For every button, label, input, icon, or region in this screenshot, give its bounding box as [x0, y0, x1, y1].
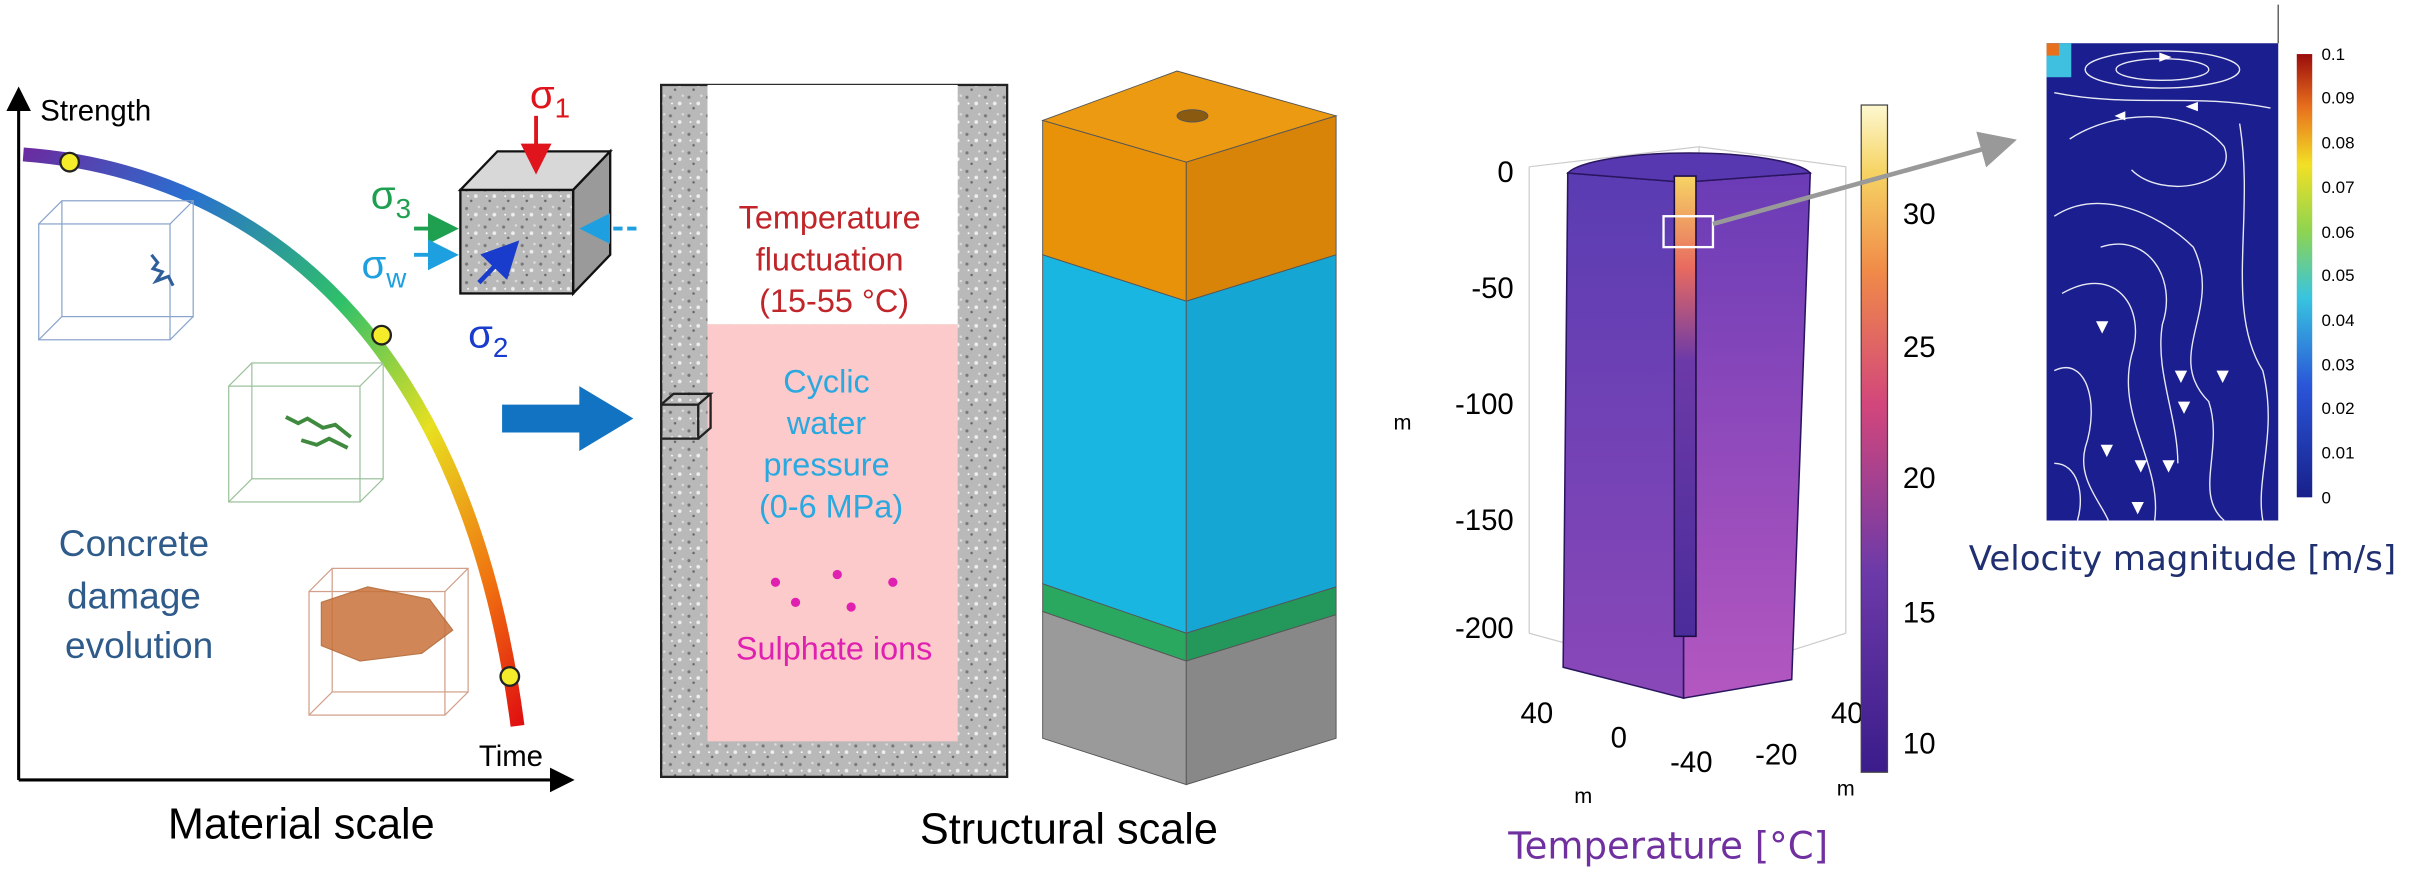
z-tick: -50	[1471, 272, 1513, 305]
point	[60, 153, 79, 172]
colorbar-tick: 0.08	[2321, 133, 2354, 152]
colorbar	[2297, 54, 2312, 497]
subscript: 1	[555, 92, 570, 123]
colorbar-tick: 0.04	[2321, 311, 2354, 330]
stress-label: σw	[362, 242, 408, 293]
axis-label: Time	[479, 740, 543, 773]
colorbar-tick: 20	[1903, 462, 1936, 495]
stress-label: σ3	[371, 173, 411, 224]
arrow	[502, 386, 633, 451]
velocity-panel: 0.1 0.09 0.08 0.07 0.06 0.05 0.04 0.03 0…	[1969, 5, 2396, 579]
axis-unit: m	[1394, 409, 1412, 434]
point	[501, 667, 520, 686]
stress-label: σ2	[468, 312, 508, 363]
colorbar-tick: 0.05	[2321, 266, 2354, 285]
colorbar-tick: 0.1	[2321, 45, 2345, 64]
z-tick: -100	[1455, 388, 1514, 421]
stress-cube	[414, 116, 636, 294]
column-3d	[1043, 71, 1336, 785]
symbol: σ	[530, 72, 555, 117]
x-tick: 0	[1611, 722, 1627, 755]
caption: Temperature [°C]	[1507, 825, 1828, 868]
axis-label: Strength	[40, 94, 151, 127]
caption: Material scale	[168, 801, 435, 849]
symbol: σ	[468, 312, 493, 357]
x-tick: -40	[1670, 746, 1712, 779]
label-line: water	[786, 405, 866, 441]
colorbar-tick: 0.03	[2321, 356, 2354, 375]
caption: Structural scale	[920, 805, 1218, 853]
temperature-label: Temperature fluctuation (15-55 °C)	[739, 200, 930, 319]
label-line: Temperature	[739, 200, 921, 236]
cylinder-right	[1684, 173, 1811, 698]
label-line: (15-55 °C)	[759, 283, 909, 319]
point	[372, 326, 391, 345]
symbol: σ	[362, 242, 387, 287]
y-tick: 40	[1831, 697, 1864, 730]
colorbar-tick: 0.02	[2321, 399, 2354, 418]
subscript: 2	[493, 332, 508, 363]
subscript: 3	[396, 193, 411, 224]
label: Concrete damage evolution	[59, 522, 220, 666]
axis-unit: m	[1574, 783, 1592, 808]
colorbar-tick: 0.07	[2321, 178, 2354, 197]
label-line: Concrete	[59, 522, 209, 564]
caption: Velocity magnitude [m/s]	[1969, 539, 2396, 579]
y-tick: -20	[1755, 739, 1797, 772]
x-tick: 40	[1521, 697, 1554, 730]
material-panel: Strength Time Concrete damage evolution	[19, 72, 637, 849]
label-line: fluctuation	[756, 241, 904, 277]
shaft	[1674, 176, 1696, 636]
colorbar	[1861, 105, 1887, 772]
z-tick: -200	[1455, 612, 1514, 645]
temperature-panel: 0 -50 -100 -150 -200 m 40 0 -40 -20 40 m…	[1394, 105, 2008, 868]
ions-label: Sulphate ions	[736, 630, 932, 666]
page: { "material_scale": { "axis_y": "Strengt…	[0, 0, 2422, 868]
figure: Strength Time Concrete damage evolution	[0, 0, 2422, 868]
axis-unit: m	[1837, 775, 1855, 800]
colorbar-tick: 25	[1903, 331, 1936, 364]
colorbar-tick: 30	[1903, 198, 1936, 231]
colorbar-tick: 10	[1903, 728, 1936, 761]
colorbar-tick: 0.09	[2321, 88, 2354, 107]
symbol: σ	[371, 173, 396, 218]
cylinder-left	[1563, 173, 1683, 698]
colorbar-tick: 15	[1903, 596, 1936, 629]
z-tick: 0	[1497, 156, 1513, 189]
colorbar-tick: 0	[2321, 489, 2330, 508]
stress-label: σ1	[530, 72, 570, 123]
label-line: (0-6 MPa)	[759, 488, 903, 524]
hot-spot	[2047, 43, 2059, 55]
z-tick: -150	[1455, 504, 1514, 537]
label-line: pressure	[763, 447, 889, 483]
structural-panel: Temperature fluctuation (15-55 °C) Cycli…	[661, 71, 1336, 853]
velocity-field	[2047, 43, 2279, 520]
label-line: damage	[67, 575, 201, 617]
subscript: w	[385, 262, 407, 293]
colorbar-tick: 0.06	[2321, 223, 2354, 242]
label-line: evolution	[65, 624, 213, 666]
colorbar-tick: 0.01	[2321, 444, 2354, 463]
label-line: Cyclic	[783, 363, 869, 399]
